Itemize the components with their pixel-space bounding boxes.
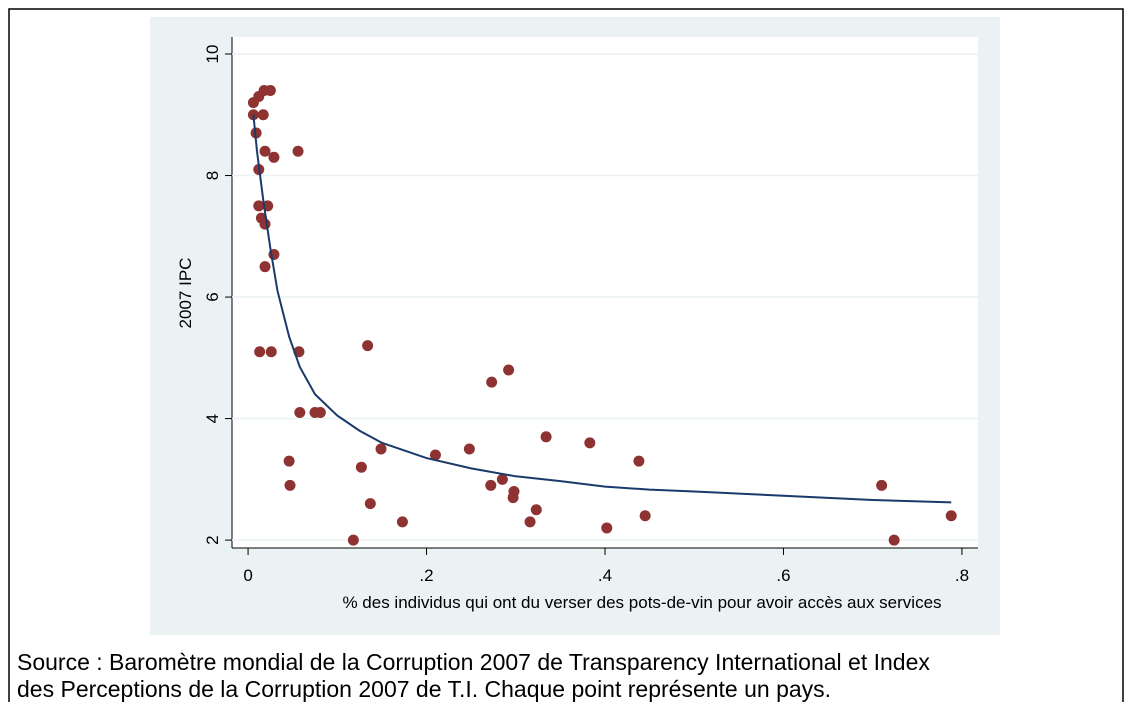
data-point [362,340,374,352]
data-point [375,443,387,455]
data-point [265,346,277,358]
data-point [264,84,276,96]
fit-line [252,114,952,504]
data-point [633,455,645,467]
plot-area [232,37,978,548]
data-point [347,534,359,546]
y-tick-label: 2 [203,535,222,544]
data-point [945,510,957,522]
data-point [247,109,259,121]
data-point [486,376,498,388]
data-point [496,473,508,485]
data-point [485,479,497,491]
data-point [396,516,408,528]
data-point [888,534,900,546]
data-point [530,504,542,516]
y-tick-label: 8 [203,171,222,180]
data-point [259,145,271,157]
data-point [294,407,306,419]
data-point [601,522,613,534]
y-axis-label: 2007 IPC [176,258,195,329]
data-point [355,461,367,473]
frame [8,8,1124,702]
data-point [268,151,280,163]
y-tick-label: 6 [203,292,222,301]
data-point [257,109,269,121]
data-point [429,449,441,461]
x-tick-label: .2 [419,566,433,585]
data-point [584,437,596,449]
data-point [364,498,376,510]
data-point [254,346,266,358]
data-point [259,218,271,230]
data-point [314,407,326,419]
y-tick-label: 10 [203,45,222,64]
data-point [507,492,519,504]
data-point [524,516,536,528]
x-tick-label: .6 [776,566,790,585]
data-point [259,261,271,273]
data-point [292,145,304,157]
data-point [540,431,552,443]
caption-line: Source : Baromètre mondial de la Corrupt… [17,649,930,675]
data-point [253,200,265,212]
x-axis-label: % des individus qui ont du verser des po… [342,593,941,612]
x-tick-label: .8 [955,566,969,585]
data-point [639,510,651,522]
caption-line: des Perceptions de la Corruption 2007 de… [17,676,831,702]
x-tick-label: 0 [243,566,252,585]
data-point [283,455,295,467]
y-tick-label: 4 [203,414,222,423]
data-point [503,364,515,376]
data-point [463,443,475,455]
x-tick-label: .4 [598,566,612,585]
data-point [284,479,296,491]
data-point [876,479,888,491]
